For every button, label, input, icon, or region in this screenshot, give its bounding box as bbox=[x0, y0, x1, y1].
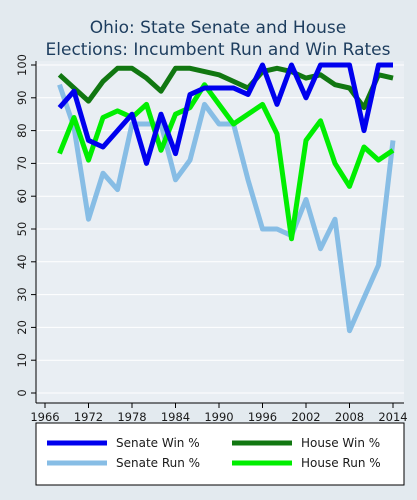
legend-label-house-win: House Win % bbox=[301, 436, 380, 450]
series-line-house-run bbox=[57, 82, 395, 242]
y-tick-label: 0 bbox=[15, 389, 29, 396]
legend: Senate Win % House Win % Senate Run % House… bbox=[35, 422, 405, 486]
legend-label-senate-win: Senate Win % bbox=[116, 436, 200, 450]
legend-box bbox=[35, 422, 405, 486]
x-tick-label: 1966 bbox=[30, 410, 59, 424]
x-tick-label: 1978 bbox=[117, 410, 146, 424]
y-tick-label: 30 bbox=[15, 287, 29, 302]
y-tick-label: 10 bbox=[15, 353, 29, 368]
x-tick-label: 1984 bbox=[161, 410, 190, 424]
plot-area: 0 10 20 30 40 50 60 70 80 90 100 1966 1972 1978 1984 19… bbox=[15, 54, 408, 424]
chart-title-line-2: Elections: Incumbent Run and Win Rates bbox=[46, 40, 391, 60]
chart-title-line-1: Ohio: State Senate and House bbox=[90, 18, 346, 38]
series-line-senate-run bbox=[57, 83, 396, 334]
y-tick-label: 40 bbox=[15, 254, 29, 269]
y-tick-label: 20 bbox=[15, 320, 29, 335]
y-tick-label: 100 bbox=[15, 54, 29, 76]
x-tick-label: 2014 bbox=[378, 410, 407, 424]
legend-label-senate-run: Senate Run % bbox=[116, 456, 200, 470]
y-tick-label: 50 bbox=[15, 222, 29, 237]
legend-label-house-run: House Run % bbox=[301, 456, 381, 470]
plot-background bbox=[36, 61, 404, 403]
y-tick-label: 90 bbox=[15, 90, 29, 105]
x-tick-label: 2002 bbox=[291, 410, 320, 424]
series-line-senate-win bbox=[57, 62, 393, 166]
x-tick-label: 2008 bbox=[335, 410, 364, 424]
series-line-house-win bbox=[57, 65, 394, 111]
x-tick-label: 1990 bbox=[204, 410, 233, 424]
y-tick-label: 70 bbox=[15, 156, 29, 171]
x-tick-label: 1972 bbox=[74, 410, 103, 424]
y-tick-label: 60 bbox=[15, 189, 29, 204]
x-tick-label: 1996 bbox=[248, 410, 277, 424]
y-tick-label: 80 bbox=[15, 123, 29, 138]
